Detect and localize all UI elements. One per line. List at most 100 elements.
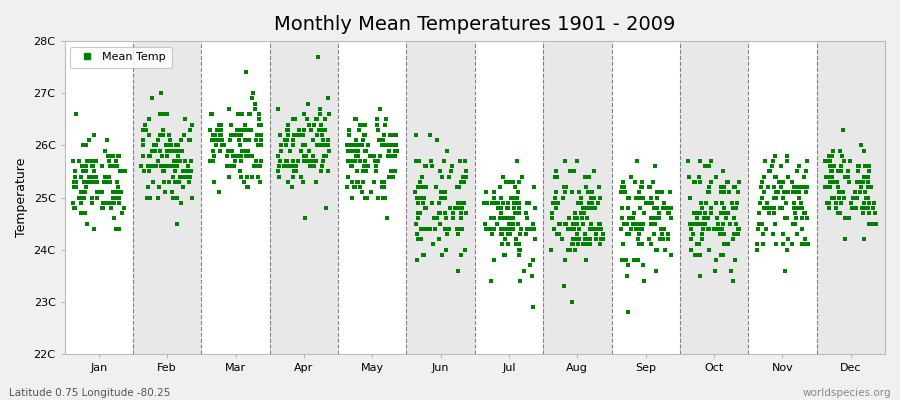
Point — [571, 200, 585, 206]
Point — [834, 189, 849, 196]
Point — [349, 148, 364, 154]
Point — [721, 210, 735, 216]
Point — [584, 205, 598, 211]
Point — [416, 252, 430, 258]
Point — [85, 179, 99, 185]
Point — [169, 194, 184, 201]
Point — [776, 194, 790, 201]
Point — [732, 226, 746, 232]
Point — [795, 184, 809, 190]
Point — [310, 132, 325, 138]
Point — [358, 194, 373, 201]
Point — [860, 194, 875, 201]
Point — [853, 142, 868, 148]
Point — [176, 184, 190, 190]
Point — [525, 272, 539, 279]
Point — [345, 194, 359, 201]
Point — [345, 179, 359, 185]
Point — [385, 142, 400, 148]
Point — [501, 231, 516, 237]
Point — [102, 158, 116, 164]
Point — [178, 116, 193, 122]
Point — [684, 226, 698, 232]
Point — [594, 226, 608, 232]
Point — [628, 179, 643, 185]
Point — [161, 179, 176, 185]
Point — [211, 126, 225, 133]
Point — [778, 215, 792, 222]
Point — [706, 226, 721, 232]
Point — [715, 252, 729, 258]
Point — [647, 205, 662, 211]
Point — [639, 200, 653, 206]
Point — [596, 236, 610, 242]
Point — [501, 241, 516, 248]
Point — [437, 194, 452, 201]
Point — [242, 137, 256, 143]
Point — [435, 252, 449, 258]
Point — [309, 179, 323, 185]
Point — [100, 137, 114, 143]
Point — [154, 90, 168, 96]
Point — [576, 205, 590, 211]
Point — [110, 163, 124, 170]
Point — [833, 168, 848, 175]
Point — [446, 210, 460, 216]
Point — [841, 168, 855, 175]
Point — [449, 226, 464, 232]
Point — [760, 200, 774, 206]
Point — [728, 257, 742, 263]
Point — [583, 236, 598, 242]
Point — [500, 226, 515, 232]
Point — [553, 220, 567, 227]
Point — [660, 205, 674, 211]
Point — [551, 200, 565, 206]
Point — [626, 220, 640, 227]
Point — [442, 226, 456, 232]
Point — [368, 158, 382, 164]
Point — [318, 142, 332, 148]
Point — [296, 132, 310, 138]
Point — [716, 189, 731, 196]
Point — [631, 257, 645, 263]
Point — [630, 220, 644, 227]
Point — [798, 210, 813, 216]
Point — [837, 194, 851, 201]
Point — [145, 95, 159, 102]
Point — [273, 158, 287, 164]
Point — [166, 174, 181, 180]
Point — [495, 174, 509, 180]
Point — [825, 153, 840, 159]
Point — [548, 189, 562, 196]
Point — [755, 179, 770, 185]
Point — [379, 116, 393, 122]
Point — [316, 158, 330, 164]
Point — [579, 241, 593, 248]
Point — [692, 252, 706, 258]
Point — [547, 226, 562, 232]
Point — [855, 210, 869, 216]
Bar — [611, 41, 680, 354]
Point — [644, 194, 658, 201]
Point — [514, 226, 528, 232]
Point — [633, 205, 647, 211]
Point — [708, 200, 723, 206]
Point — [76, 168, 90, 175]
Point — [825, 163, 840, 170]
Point — [375, 137, 390, 143]
Point — [693, 252, 707, 258]
Point — [106, 153, 121, 159]
Point — [496, 200, 510, 206]
Point — [563, 226, 578, 232]
Point — [570, 215, 584, 222]
Point — [564, 299, 579, 305]
Point — [767, 184, 781, 190]
Point — [203, 111, 218, 117]
Point — [301, 100, 315, 107]
Point — [286, 116, 301, 122]
Point — [589, 236, 603, 242]
Point — [566, 241, 580, 248]
Point — [856, 179, 870, 185]
Point — [245, 153, 259, 159]
Point — [231, 153, 246, 159]
